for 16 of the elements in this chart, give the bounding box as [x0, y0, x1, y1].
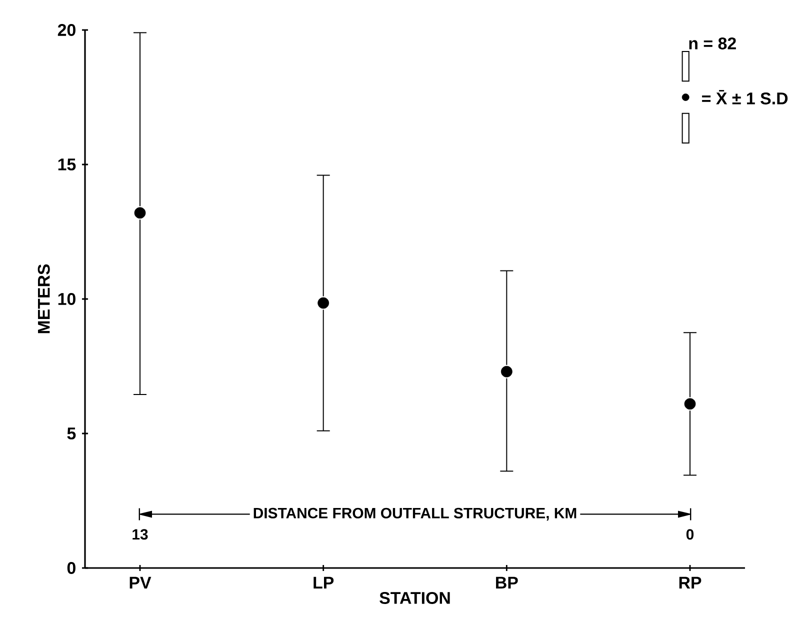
- annotation: n = 82: [689, 37, 736, 50]
- x-tick-label: RP: [679, 576, 702, 588]
- y-tick-label: 10: [58, 293, 76, 305]
- y-tick-label: 15: [58, 158, 76, 170]
- annotation: = X̄ ± 1 S.D: [702, 90, 788, 104]
- annotation: 0: [686, 529, 694, 540]
- x-axis-title: STATION: [380, 592, 450, 604]
- x-tick-label: BP: [496, 576, 518, 588]
- annotation: 13: [132, 529, 148, 540]
- y-axis-title: METERS: [38, 264, 50, 334]
- x-tick-label: PV: [130, 576, 152, 588]
- y-tick-label: 20: [58, 24, 76, 36]
- x-tick-label: LP: [314, 576, 334, 588]
- y-tick-label: 5: [67, 428, 76, 440]
- annotation: DISTANCE FROM OUTFALL STRUCTURE, KM: [254, 508, 576, 521]
- y-tick-label: 0: [67, 562, 76, 574]
